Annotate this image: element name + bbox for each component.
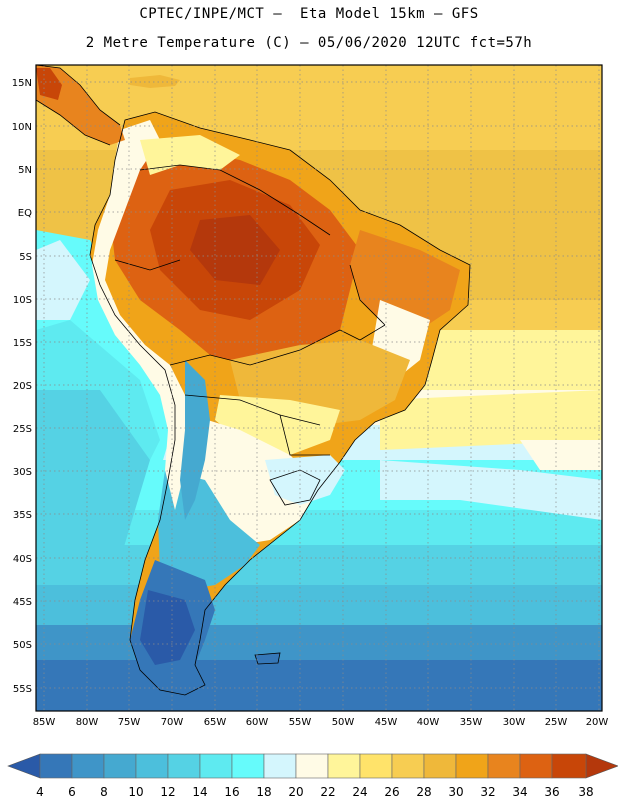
lon-label-60w: 60W [246, 717, 269, 728]
lat-labels: 15N 10N 5N EQ 5S 10S 15S 20S 25S 30S 35S… [12, 78, 32, 695]
lat-label-15s: 15S [13, 338, 32, 349]
lat-label-15n: 15N [12, 78, 32, 89]
lat-label-50s: 50S [13, 640, 32, 651]
title-line-2: 2 Metre Temperature (C) – 05/06/2020 12U… [85, 35, 533, 51]
colorbar-arrow-left [7, 753, 41, 779]
lon-label-50w: 50W [332, 717, 355, 728]
lat-label-20s: 20S [13, 381, 32, 392]
colorbar-label: 38 [578, 785, 593, 799]
lon-label-40w: 40W [417, 717, 440, 728]
colorbar-label: 34 [512, 785, 527, 799]
lon-label-35w: 35W [460, 717, 483, 728]
colorbar-label: 10 [128, 785, 143, 799]
colorbar-swatch [103, 753, 137, 779]
colorbar-label: 36 [544, 785, 559, 799]
lat-label-5n: 5N [18, 165, 32, 176]
lat-label-10n: 10N [12, 122, 32, 133]
colorbar-swatch [295, 753, 329, 779]
colorbar-label: 12 [160, 785, 175, 799]
lat-label-45s: 45S [13, 597, 32, 608]
colorbar-label: 16 [224, 785, 239, 799]
colorbar-swatch [455, 753, 489, 779]
lon-label-20w: 20W [586, 717, 609, 728]
colorbar-swatch [391, 753, 425, 779]
colorbar-swatch [551, 753, 587, 779]
lat-label-5s: 5S [19, 252, 32, 263]
colorbar-label: 4 [36, 785, 44, 799]
colorbar-swatch [167, 753, 201, 779]
colorbar-swatch [519, 753, 553, 779]
colorbar-label: 24 [352, 785, 367, 799]
lon-label-25w: 25W [545, 717, 568, 728]
lat-label-40s: 40S [13, 554, 32, 565]
lon-label-65w: 65W [204, 717, 227, 728]
colorbar-label: 22 [320, 785, 335, 799]
colorbar-label: 32 [480, 785, 495, 799]
lon-label-30w: 30W [503, 717, 526, 728]
colorbar-label: 18 [256, 785, 271, 799]
colorbar-label: 30 [448, 785, 463, 799]
colorbar-label: 28 [416, 785, 431, 799]
lon-label-75w: 75W [118, 717, 141, 728]
lon-label-55w: 55W [289, 717, 312, 728]
colorbar-swatch [423, 753, 457, 779]
colorbar-label: 14 [192, 785, 207, 799]
lon-labels: 85W 80W 75W 70W 65W 60W 55W 50W 45W 40W … [33, 717, 609, 728]
colorbar-label: 20 [288, 785, 303, 799]
lon-label-80w: 80W [76, 717, 99, 728]
colorbar-arrow-right [585, 753, 618, 779]
lon-label-45w: 45W [375, 717, 398, 728]
colorbar-swatch [487, 753, 521, 779]
lat-label-35s: 35S [13, 510, 32, 521]
colorbar-swatch [135, 753, 169, 779]
lat-label-10s: 10S [13, 295, 32, 306]
colorbar-swatch [199, 753, 233, 779]
colorbar-swatch [39, 753, 73, 779]
colorbar-swatch [359, 753, 393, 779]
title-line-1: CPTEC/INPE/MCT – Eta Model 15km – GFS [139, 6, 479, 22]
coastlines [35, 64, 471, 696]
lat-label-eq: EQ [18, 208, 32, 219]
colorbar-label: 6 [68, 785, 76, 799]
lat-label-30s: 30S [13, 467, 32, 478]
colorbar-swatch [327, 753, 361, 779]
lon-label-85w: 85W [33, 717, 56, 728]
lat-label-55s: 55S [13, 684, 32, 695]
colorbar-swatch [263, 753, 297, 779]
colorbar-label: 8 [100, 785, 108, 799]
lat-label-25s: 25S [13, 424, 32, 435]
temperature-field [36, 65, 602, 711]
colorbar-label: 26 [384, 785, 399, 799]
lon-label-70w: 70W [161, 717, 184, 728]
colorbar-swatch [71, 753, 105, 779]
colorbar: 4 6 8 10 12 14 16 18 20 22 24 26 28 30 3… [7, 753, 618, 799]
map-frame [35, 64, 603, 712]
colorbar-swatch [231, 753, 265, 779]
